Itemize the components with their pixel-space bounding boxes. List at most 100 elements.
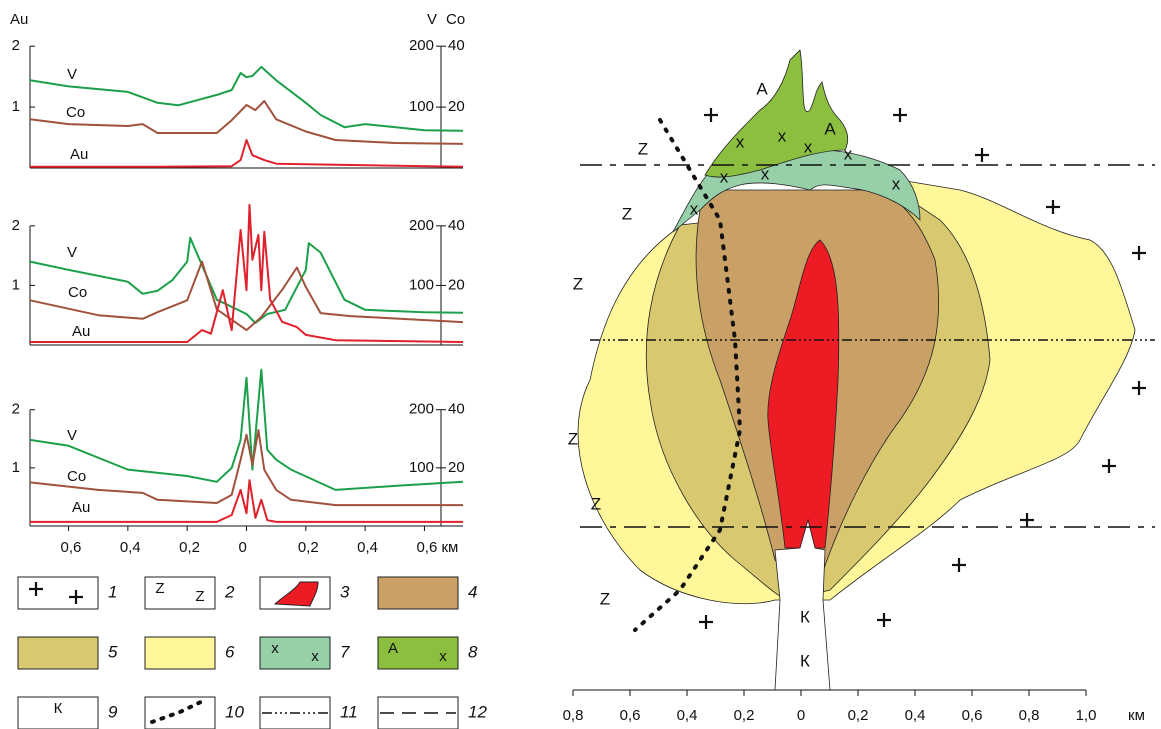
legend-sample: x — [311, 648, 319, 665]
series-label: Au — [72, 499, 90, 516]
legend-sample: x — [439, 648, 447, 665]
y2-tick-label: 200 — [409, 401, 434, 418]
scale-label: 0,2 — [734, 707, 755, 724]
series-line — [29, 100, 464, 145]
y-tick-label: 1 — [12, 276, 20, 293]
y-tick-label: 2 — [12, 401, 20, 418]
map-label: x — [804, 137, 813, 156]
y3-tick-label: 20 — [448, 276, 465, 293]
scale-label: 0,8 — [563, 707, 584, 724]
y2-tick-label: 100 — [409, 98, 434, 115]
y-tick-label: 1 — [12, 98, 20, 115]
scale-label: 0,6 — [962, 707, 983, 724]
legend-number: 1 — [108, 582, 117, 601]
map-label: К — [800, 607, 810, 626]
legend-sample: A — [388, 640, 398, 657]
zone-9 — [774, 518, 831, 691]
scale-label: 0,8 — [1019, 707, 1040, 724]
legend: 1 2Z Z 3 45 6 7x x 8A x9К 10 11 12 — [17, 576, 487, 729]
map-label: Z — [622, 204, 632, 223]
legend-number: 11 — [340, 702, 358, 721]
series-line — [30, 204, 464, 343]
scale-label: 0,6 — [620, 707, 641, 724]
series-line — [30, 479, 463, 523]
legend-number: 12 — [468, 702, 487, 721]
map-label: x — [844, 144, 853, 163]
scale-label: 1,0 — [1076, 707, 1097, 724]
legend-sample: Z — [155, 580, 164, 597]
scale-label: 0 — [797, 707, 805, 724]
legend-sample: К — [54, 700, 63, 717]
map-label: Z — [591, 494, 601, 513]
y3-axis-title: Co — [446, 11, 465, 28]
map-label: x — [690, 199, 699, 218]
y-tick-label: 2 — [12, 217, 20, 234]
scale-label: 0,2 — [848, 707, 869, 724]
y-tick-label: 2 — [12, 37, 20, 54]
x-tick-label: 0,6 км — [416, 539, 458, 556]
series-label: Co — [68, 284, 87, 301]
y2-axis-title: V — [427, 11, 437, 28]
y3-tick-label: 20 — [448, 459, 465, 476]
x-tick-label: 0,6 — [61, 539, 82, 556]
series-label: V — [67, 66, 77, 83]
series-label: Au — [72, 323, 90, 340]
x-tick-label: 0,2 — [298, 539, 319, 556]
legend-number: 9 — [108, 702, 118, 721]
y3-tick-label: 40 — [448, 37, 465, 54]
map-label: Z — [600, 589, 610, 608]
zone-8 — [704, 49, 849, 178]
series-line — [29, 260, 464, 332]
y3-tick-label: 40 — [448, 217, 465, 234]
legend-number: 4 — [468, 582, 477, 601]
scale-label: 0,4 — [905, 707, 926, 724]
zone-3 — [767, 239, 840, 549]
y3-tick-label: 40 — [448, 401, 465, 418]
y2-tick-label: 100 — [409, 459, 434, 476]
series-line — [29, 368, 464, 491]
legend-number: 6 — [225, 642, 235, 661]
legend-number: 5 — [108, 642, 118, 661]
map-label: x — [892, 174, 901, 193]
series-label: V — [67, 244, 77, 261]
map-label: x — [761, 164, 770, 183]
map-label: A — [756, 79, 768, 98]
y2-tick-label: 200 — [409, 37, 434, 54]
x-tick-label: 0,4 — [357, 539, 378, 556]
series-line — [29, 65, 464, 132]
legend-number: 7 — [340, 642, 350, 661]
legend-number: 3 — [340, 582, 350, 601]
y-axis-title: Au — [10, 11, 28, 28]
legend-number: 8 — [468, 642, 478, 661]
x-tick-label: 0,4 — [120, 539, 141, 556]
legend-sample: x — [271, 640, 279, 657]
series-label: Au — [70, 146, 88, 163]
y-tick-label: 1 — [12, 459, 20, 476]
map-label: x — [778, 126, 787, 145]
series-label: Co — [67, 468, 86, 485]
map-label: К — [800, 651, 810, 670]
series-line — [30, 139, 464, 168]
x-tick-label: 0 — [239, 539, 247, 556]
x-tick-label: 0,2 — [179, 539, 200, 556]
series-line — [29, 429, 463, 507]
map-label: x — [736, 132, 745, 151]
scale-unit: км — [1128, 707, 1145, 724]
map-label: Z — [638, 139, 648, 158]
map-label: x — [720, 167, 729, 186]
map-label: Z — [573, 274, 583, 293]
series-line — [29, 236, 464, 324]
map-label: Z — [568, 429, 578, 448]
legend-number: 10 — [225, 702, 244, 721]
y2-tick-label: 200 — [409, 217, 434, 234]
series-label: Co — [66, 104, 85, 121]
y3-tick-label: 20 — [448, 98, 465, 115]
map-label: A — [824, 119, 836, 138]
series-label: V — [67, 427, 77, 444]
scale-label: 0,4 — [677, 707, 698, 724]
y2-tick-label: 100 — [409, 276, 434, 293]
legend-number: 2 — [224, 582, 235, 601]
legend-sample: Z — [195, 588, 204, 605]
